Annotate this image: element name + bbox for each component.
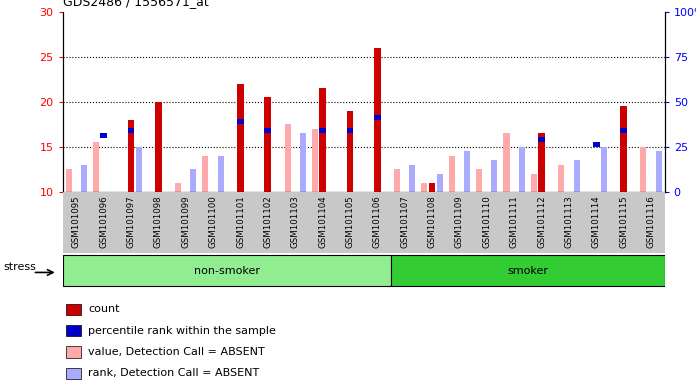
Text: GSM101095: GSM101095 bbox=[72, 195, 81, 248]
Bar bbox=[491, 161, 498, 192]
Bar bbox=[300, 133, 306, 192]
Bar bbox=[127, 120, 134, 192]
Text: GSM101109: GSM101109 bbox=[455, 195, 464, 248]
Bar bbox=[63, 255, 391, 286]
Bar bbox=[391, 255, 665, 286]
Bar bbox=[421, 183, 427, 192]
Text: GSM101113: GSM101113 bbox=[564, 195, 574, 248]
Bar bbox=[93, 142, 99, 192]
Bar bbox=[66, 304, 81, 315]
Bar bbox=[127, 128, 134, 133]
Bar bbox=[264, 128, 271, 133]
Text: GSM101102: GSM101102 bbox=[263, 195, 272, 248]
Bar bbox=[203, 156, 209, 192]
Bar bbox=[312, 129, 318, 192]
Bar bbox=[436, 174, 443, 192]
Bar bbox=[374, 115, 381, 120]
Bar bbox=[449, 156, 454, 192]
Text: GSM101111: GSM101111 bbox=[509, 195, 519, 248]
Bar bbox=[574, 161, 580, 192]
Text: GSM101116: GSM101116 bbox=[647, 195, 656, 248]
Text: GSM101108: GSM101108 bbox=[427, 195, 436, 248]
Bar bbox=[66, 367, 81, 379]
Bar bbox=[620, 106, 627, 192]
Text: GSM101107: GSM101107 bbox=[400, 195, 409, 248]
Bar bbox=[347, 128, 354, 133]
Bar bbox=[285, 124, 291, 192]
Bar bbox=[476, 169, 482, 192]
Bar bbox=[620, 128, 627, 133]
Bar bbox=[538, 137, 545, 142]
Bar bbox=[191, 169, 196, 192]
Bar bbox=[503, 133, 509, 192]
Bar bbox=[656, 151, 662, 192]
Bar bbox=[593, 142, 600, 147]
Bar bbox=[538, 133, 545, 192]
Bar bbox=[558, 165, 564, 192]
Bar bbox=[218, 156, 224, 192]
Text: GSM101101: GSM101101 bbox=[236, 195, 245, 248]
Text: GSM101115: GSM101115 bbox=[619, 195, 628, 248]
Bar bbox=[409, 165, 416, 192]
Bar bbox=[394, 169, 400, 192]
Bar bbox=[464, 151, 470, 192]
Text: GSM101100: GSM101100 bbox=[209, 195, 218, 248]
Bar bbox=[264, 97, 271, 192]
Text: stress: stress bbox=[3, 262, 36, 271]
Bar bbox=[237, 84, 244, 192]
Bar bbox=[81, 165, 87, 192]
Text: GSM101099: GSM101099 bbox=[181, 195, 190, 248]
Bar bbox=[66, 346, 81, 358]
Text: GSM101097: GSM101097 bbox=[127, 195, 136, 248]
Text: non-smoker: non-smoker bbox=[193, 266, 260, 276]
Bar bbox=[347, 111, 354, 192]
Bar bbox=[519, 147, 525, 192]
Bar bbox=[66, 325, 81, 336]
Bar bbox=[175, 183, 181, 192]
Text: GSM101104: GSM101104 bbox=[318, 195, 327, 248]
Text: GSM101114: GSM101114 bbox=[592, 195, 601, 248]
Text: GSM101098: GSM101098 bbox=[154, 195, 163, 248]
Text: GSM101110: GSM101110 bbox=[482, 195, 491, 248]
Bar bbox=[155, 102, 162, 192]
Text: percentile rank within the sample: percentile rank within the sample bbox=[88, 326, 276, 336]
Text: value, Detection Call = ABSENT: value, Detection Call = ABSENT bbox=[88, 347, 264, 357]
Text: smoker: smoker bbox=[507, 266, 548, 276]
Bar bbox=[319, 128, 326, 133]
Bar bbox=[319, 88, 326, 192]
Bar bbox=[531, 174, 537, 192]
Bar bbox=[237, 119, 244, 124]
Text: count: count bbox=[88, 305, 120, 314]
Bar bbox=[65, 169, 72, 192]
Text: rank, Detection Call = ABSENT: rank, Detection Call = ABSENT bbox=[88, 368, 259, 378]
Bar bbox=[136, 147, 142, 192]
Bar bbox=[100, 133, 107, 138]
Text: GSM101112: GSM101112 bbox=[537, 195, 546, 248]
Text: GSM101096: GSM101096 bbox=[100, 195, 108, 248]
Bar bbox=[429, 183, 436, 192]
Text: GSM101105: GSM101105 bbox=[345, 195, 354, 248]
Text: GSM101103: GSM101103 bbox=[291, 195, 300, 248]
Bar bbox=[640, 147, 647, 192]
Text: GDS2486 / 1556571_at: GDS2486 / 1556571_at bbox=[63, 0, 208, 8]
Bar bbox=[601, 147, 607, 192]
Bar bbox=[374, 48, 381, 192]
Text: GSM101106: GSM101106 bbox=[373, 195, 382, 248]
